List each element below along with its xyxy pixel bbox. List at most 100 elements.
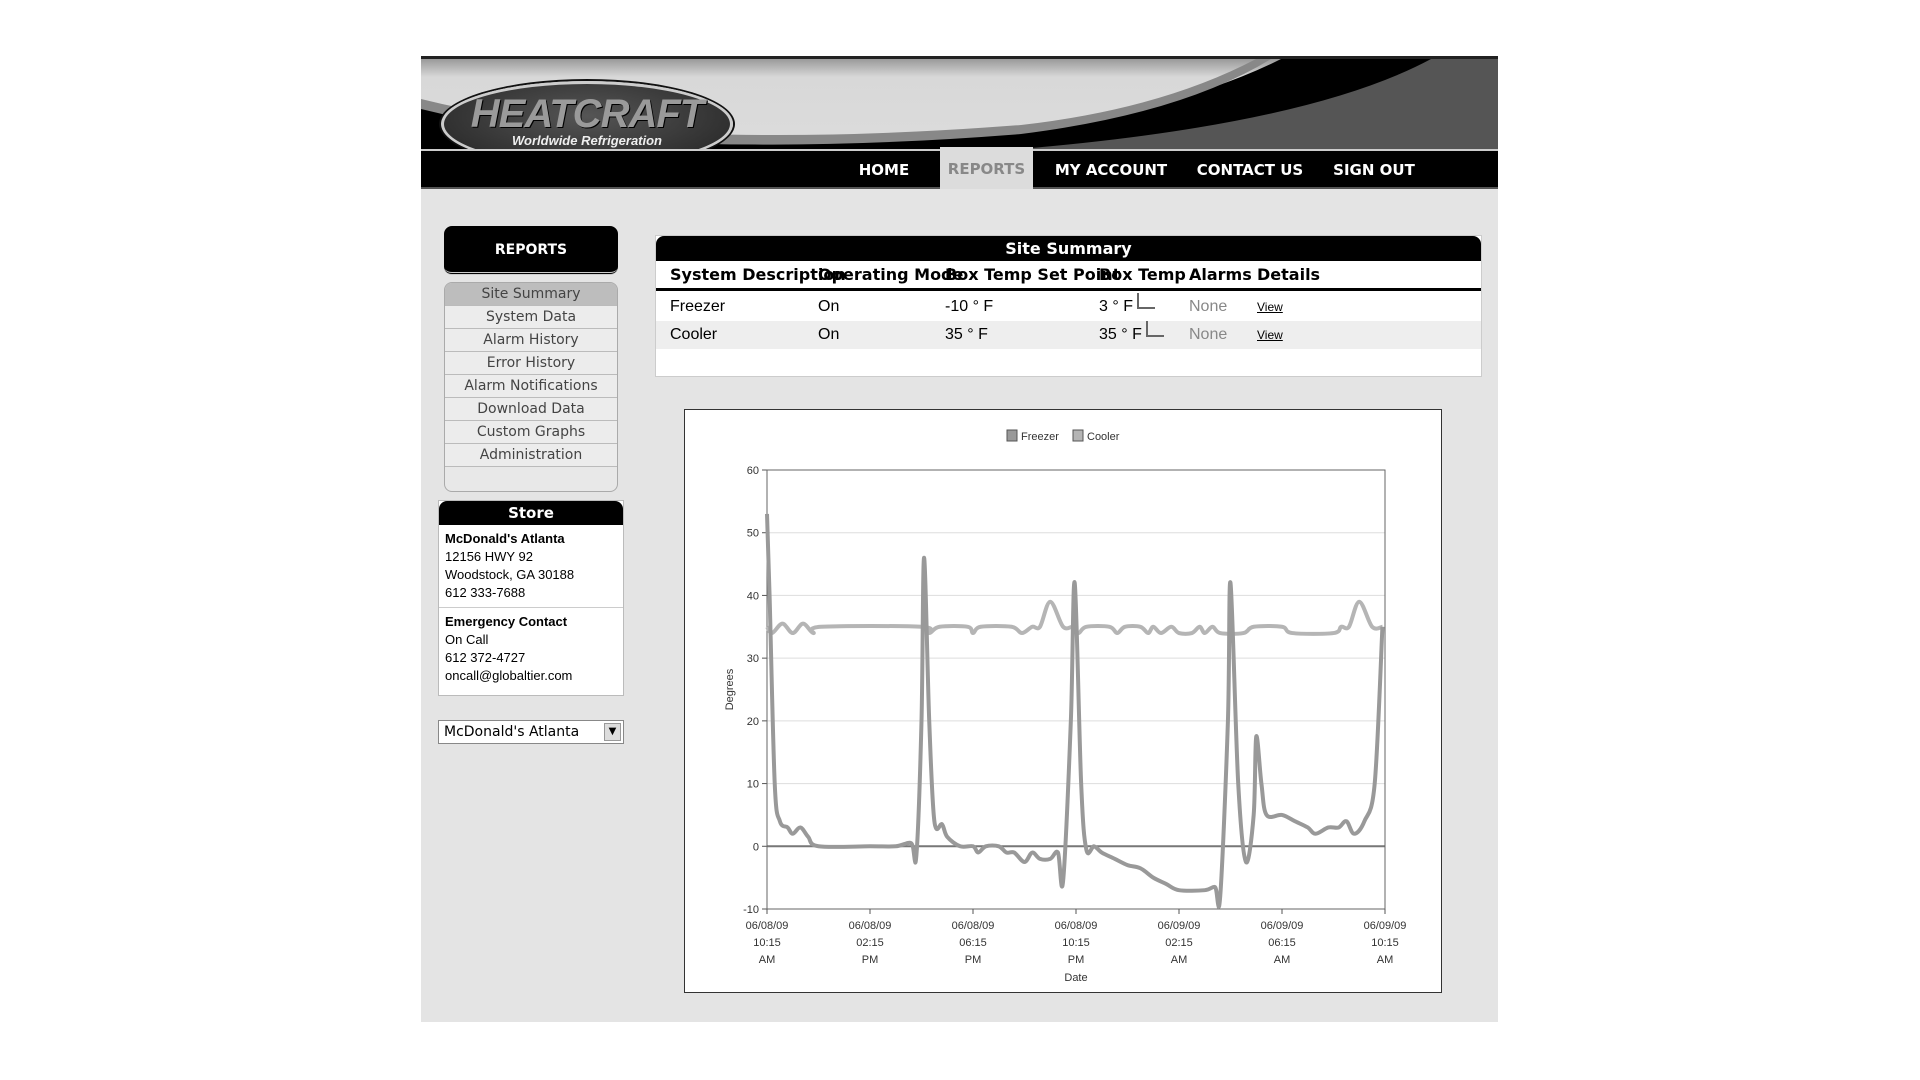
x-tick-label: 06/08/09 [849, 920, 892, 932]
nav-home[interactable]: HOME [858, 161, 910, 179]
nav-my-account[interactable]: MY ACCOUNT [1054, 161, 1168, 179]
legend-swatch-cooler [1072, 429, 1084, 442]
set-point: 35 ° F [945, 326, 988, 343]
col-details: Details [1257, 265, 1321, 284]
site-summary-table: Site Summary System Description Operatin… [655, 235, 1482, 377]
y-tick-label: 0 [753, 841, 759, 853]
nav-contact-us[interactable]: CONTACT US [1196, 161, 1304, 179]
y-tick-label: 60 [747, 465, 759, 477]
box-temp: 35 ° F [1099, 326, 1142, 343]
x-tick-label: AM [1274, 954, 1291, 966]
table-header: System Description Operating Mode Box Te… [656, 261, 1481, 291]
legend-swatch-freezer [1006, 429, 1018, 442]
x-tick-label: 06:15 [1268, 937, 1296, 949]
table-row: Freezer On -10 ° F 3 ° F None View [656, 293, 1481, 321]
operating-mode: On [818, 326, 840, 343]
alarms: None [1189, 326, 1228, 343]
y-tick-label: 20 [747, 716, 759, 728]
x-tick-label: 10:15 [753, 937, 781, 949]
nav-reports[interactable]: REPORTS [940, 147, 1033, 189]
emergency-name: On Call [445, 632, 489, 647]
system-description: Freezer [670, 298, 726, 315]
y-tick-label: 50 [747, 528, 759, 540]
sidebar-item-alarm-notifications[interactable]: Alarm Notifications [445, 375, 617, 398]
store-address2: Woodstock, GA 30188 [445, 567, 575, 582]
box-temp-cell: 3 ° F [1099, 293, 1155, 321]
col-box-temp: Box Temp [1099, 265, 1186, 284]
x-tick-label: 06/09/09 [1261, 920, 1304, 932]
main-nav: HOME REPORTS MY ACCOUNT CONTACT US SIGN … [421, 147, 1498, 189]
sidebar-item-system-data[interactable]: System Data [445, 306, 617, 329]
x-tick-label: 06/09/09 [1364, 920, 1407, 932]
sidebar-item-download-data[interactable]: Download Data [445, 398, 617, 421]
col-alarms: Alarms [1189, 265, 1252, 284]
col-operating-mode: Operating Mode [818, 265, 964, 284]
system-description: Cooler [670, 326, 718, 343]
logo-tagline: Worldwide Refrigeration [512, 133, 662, 148]
col-set-point: Box Temp Set Point [945, 265, 1121, 284]
legend-label-freezer: Freezer [1021, 431, 1059, 443]
view-link[interactable]: View [1257, 300, 1283, 314]
x-tick-label: 02:15 [856, 937, 884, 949]
x-tick-label: PM [965, 954, 982, 966]
heatcraft-logo[interactable]: HEATCRAFT Worldwide Refrigeration [441, 81, 733, 149]
y-axis-label: Degrees [724, 668, 736, 710]
store-address1: 12156 HWY 92 [445, 549, 533, 564]
emergency-title: Emergency Contact [445, 614, 568, 629]
alarms: None [1189, 298, 1228, 315]
store-name: McDonald's Atlanta [445, 531, 565, 546]
view-link[interactable]: View [1257, 328, 1283, 342]
store-select[interactable]: McDonald's Atlanta ▼ [438, 720, 624, 744]
sidebar-item-error-history[interactable]: Error History [445, 352, 617, 375]
store-select-value: McDonald's Atlanta [444, 724, 580, 740]
graph-icon[interactable] [1136, 293, 1155, 309]
header-banner: HEATCRAFT Worldwide Refrigeration [421, 56, 1498, 149]
x-tick-label: 10:15 [1371, 937, 1399, 949]
box-temp-cell: 35 ° F [1099, 321, 1164, 349]
x-tick-label: PM [862, 954, 879, 966]
site-summary-title: Site Summary [656, 236, 1481, 261]
y-tick-label: 10 [747, 779, 759, 791]
x-tick-label: AM [759, 954, 776, 966]
emergency-phone: 612 372-4727 [445, 650, 526, 665]
x-tick-label: 06:15 [959, 937, 987, 949]
x-tick-label: AM [1171, 954, 1188, 966]
store-info-box: Store McDonald's Atlanta 12156 HWY 92 Wo… [438, 500, 624, 696]
operating-mode: On [818, 298, 840, 315]
chevron-down-icon[interactable]: ▼ [604, 723, 621, 741]
sidebar-item-administration[interactable]: Administration [445, 444, 617, 467]
x-tick-label: PM [1068, 954, 1085, 966]
nav-sign-out[interactable]: SIGN OUT [1333, 161, 1415, 179]
col-system-description: System Description [670, 265, 846, 284]
header-swoosh [421, 59, 1498, 149]
x-tick-label: 06/08/09 [952, 920, 995, 932]
emergency-email: oncall@globaltier.com [445, 668, 573, 683]
chart-svg: -10 0 10 20 30 40 50 60 06/08/09 10:15 AM 06/08/09 0… [724, 429, 1407, 984]
sidebar-menu: Site Summary System Data Alarm History E… [444, 282, 618, 492]
y-tick-label: 40 [747, 590, 759, 602]
x-tick-label: 06/08/09 [746, 920, 789, 932]
x-axis-label: Date [1064, 972, 1087, 984]
y-tick-label: -10 [743, 904, 759, 916]
y-tick-label: 30 [747, 653, 759, 665]
sidebar-item-custom-graphs[interactable]: Custom Graphs [445, 421, 617, 444]
emergency-contact: Emergency Contact On Call 612 372-4727 o… [439, 607, 623, 690]
table-row: Cooler On 35 ° F 35 ° F None View [656, 321, 1481, 349]
store-phone: 612 333-7688 [445, 585, 526, 600]
x-tick-label: 10:15 [1062, 937, 1090, 949]
page-panel: HEATCRAFT Worldwide Refrigeration HOME R… [421, 56, 1498, 1022]
set-point: -10 ° F [945, 298, 994, 315]
sidebar-item-site-summary[interactable]: Site Summary [445, 283, 617, 306]
box-temp: 3 ° F [1099, 298, 1133, 315]
sidebar-item-alarm-history[interactable]: Alarm History [445, 329, 617, 352]
temperature-chart: -10 0 10 20 30 40 50 60 06/08/09 10:15 AM 06/08/09 0… [684, 409, 1442, 993]
x-tick-label: 02:15 [1165, 937, 1193, 949]
plot-area [766, 469, 1386, 910]
series-line-freezer [765, 513, 1385, 909]
x-tick-label: AM [1377, 954, 1394, 966]
graph-icon[interactable] [1145, 321, 1164, 337]
legend-label-cooler: Cooler [1087, 431, 1120, 443]
sidebar-title: REPORTS [444, 226, 618, 275]
store-title: Store [439, 501, 623, 525]
x-tick-label: 06/09/09 [1158, 920, 1201, 932]
